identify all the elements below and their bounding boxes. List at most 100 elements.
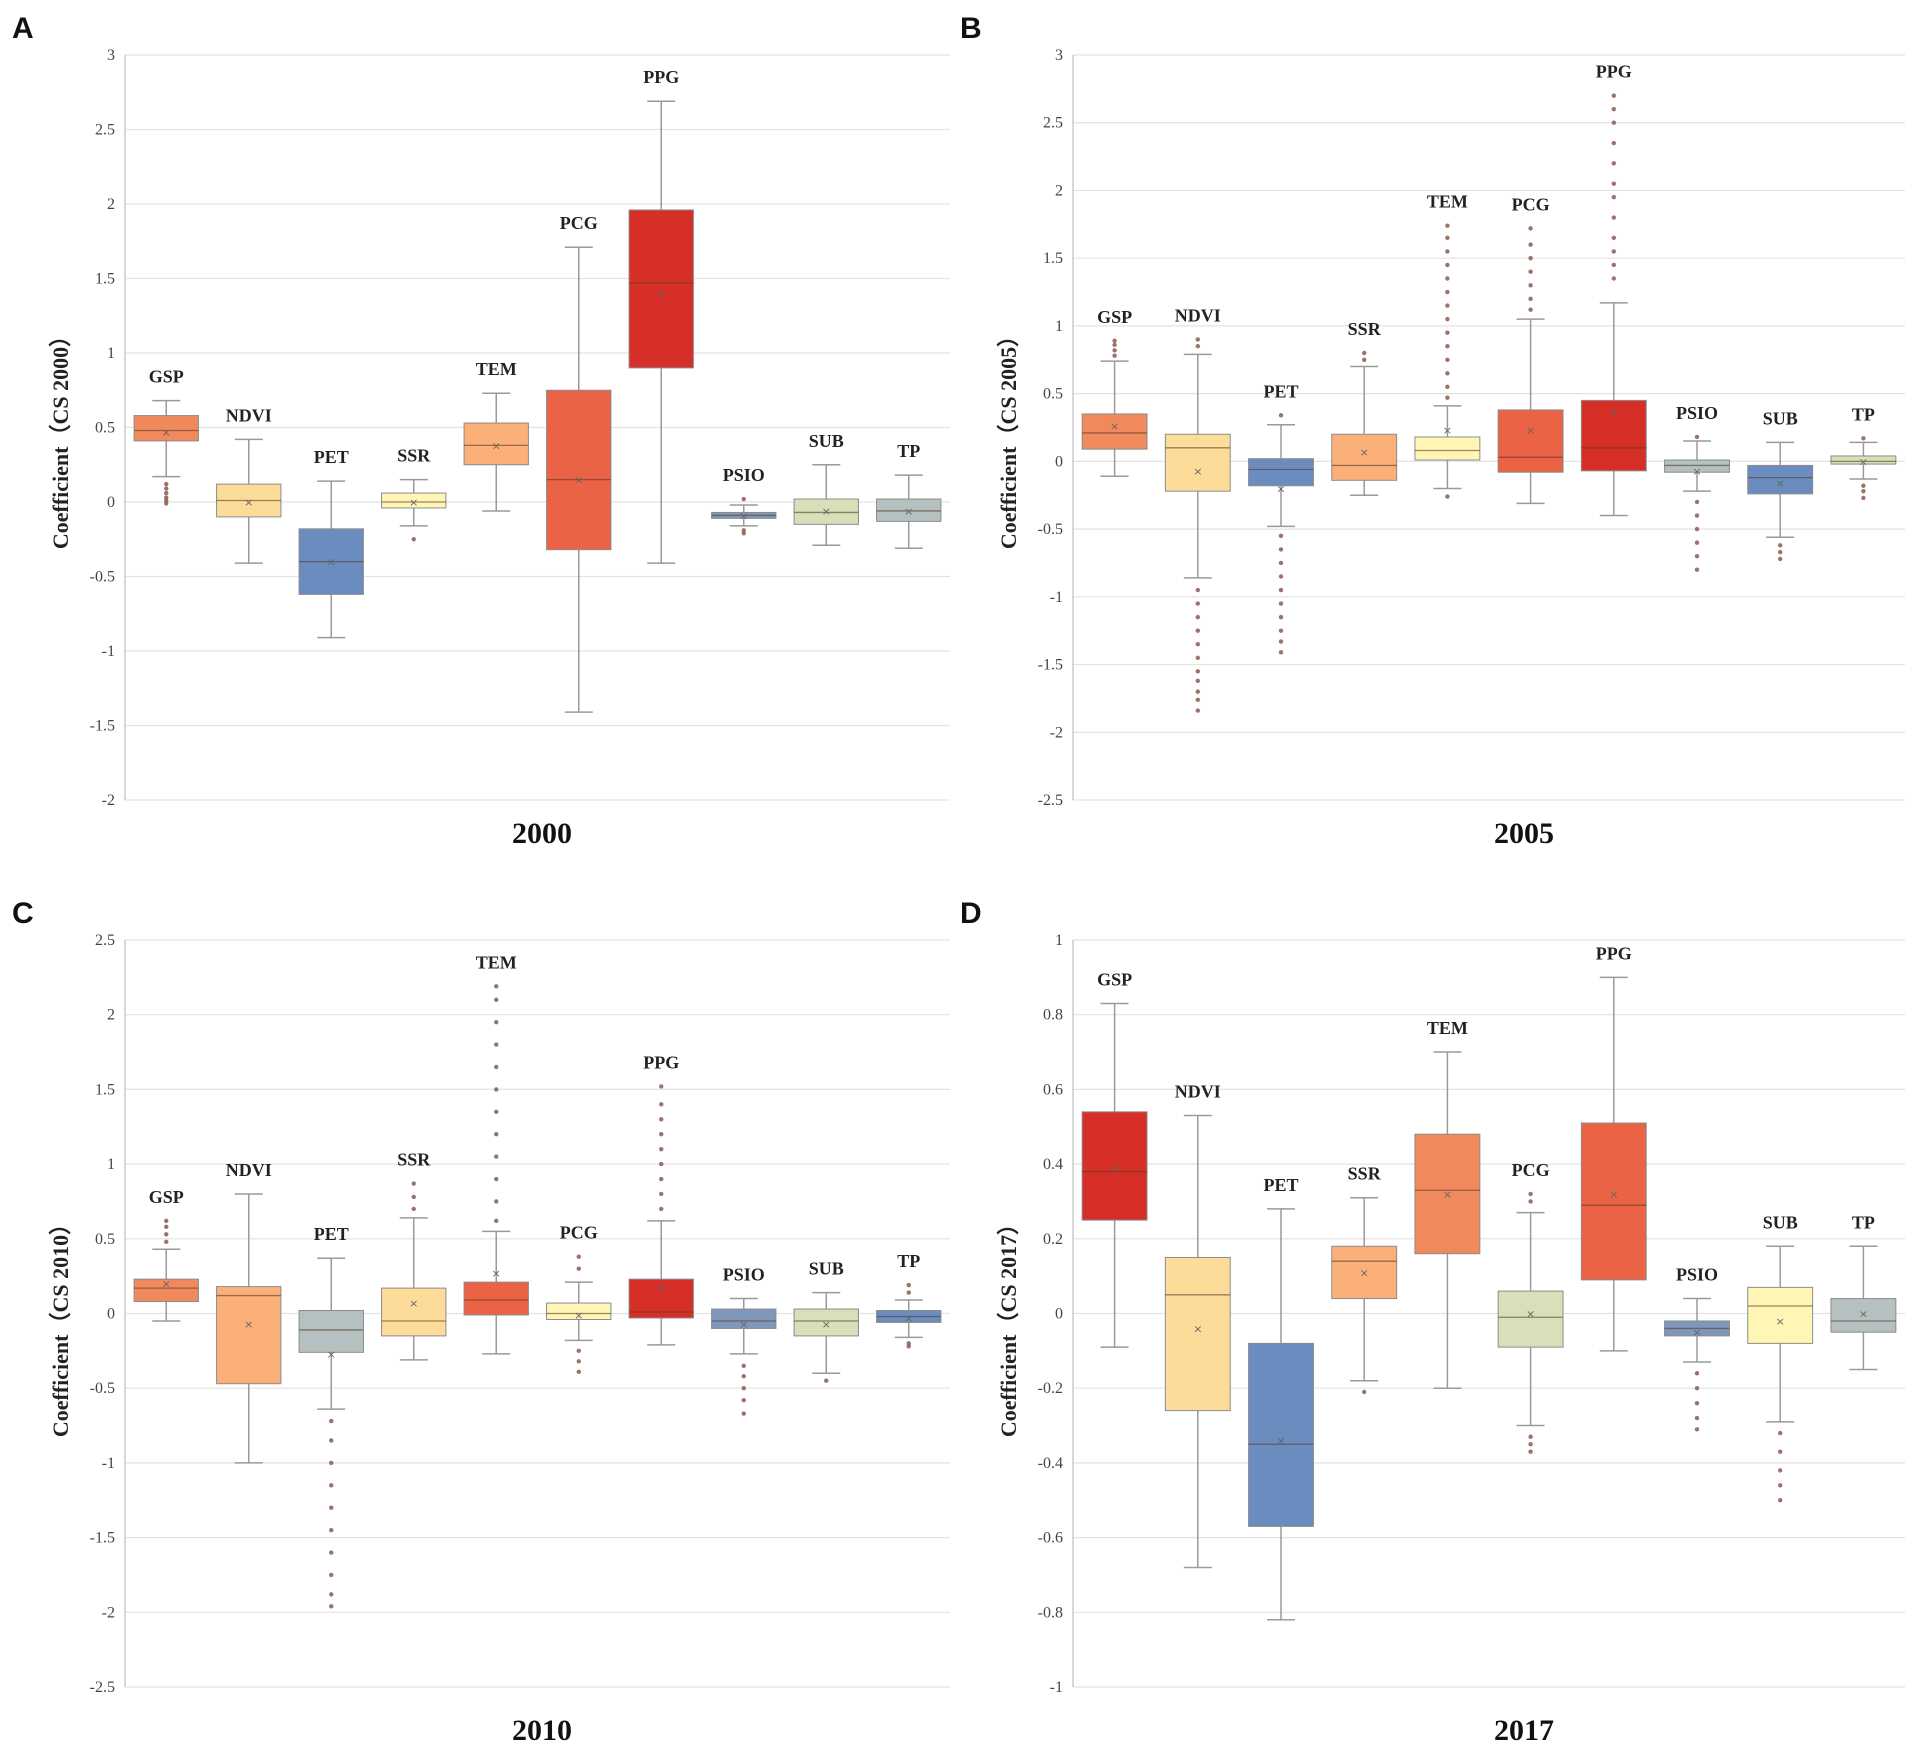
- outlier-point: [1778, 1430, 1783, 1436]
- box-sub: × SUB: [1747, 1212, 1814, 1503]
- box-ssr: × SSR: [381, 1150, 447, 1361]
- box-pet: × PET: [1248, 1175, 1314, 1621]
- mean-marker: ×: [1110, 1162, 1119, 1175]
- mean-marker: ×: [574, 1309, 583, 1322]
- panel-b: B Coefficient（CS 2005） 2005 -2.5 -2 -1.5 -1…: [960, 12, 1905, 850]
- y-tick-label: -2.5: [1038, 792, 1063, 809]
- outlier-point: [411, 537, 416, 542]
- mean-marker: ×: [1360, 1266, 1369, 1279]
- box-iqr: [1164, 1256, 1231, 1412]
- box-iqr: [381, 492, 447, 509]
- y-tick-label: -1: [1050, 589, 1063, 606]
- outlier-point: [329, 1438, 334, 1443]
- mean-marker: ×: [1692, 1326, 1701, 1339]
- outlier-point: [1694, 540, 1700, 545]
- outlier-point: [1778, 1498, 1783, 1503]
- outlier-point: [1445, 262, 1450, 268]
- mean-marker: ×: [822, 505, 831, 518]
- outlier-point: [164, 1224, 169, 1230]
- box-iqr: [1164, 433, 1231, 492]
- panel-letter: D: [960, 897, 982, 930]
- y-tick-label: -2: [102, 1604, 115, 1621]
- y-tick-label: 2: [107, 1007, 115, 1024]
- y-tick-label: -0.5: [90, 1380, 115, 1397]
- outlier-point: [494, 1218, 499, 1224]
- outlier-point: [329, 1505, 334, 1510]
- y-tick-label: -1: [102, 1455, 115, 1472]
- box-ndvi: × NDVI: [1164, 1082, 1231, 1569]
- box-label: SUB: [809, 1259, 844, 1279]
- outlier-point: [329, 1460, 334, 1466]
- outlier-point: [659, 1102, 664, 1107]
- box-label: SUB: [809, 431, 844, 451]
- outlier-point: [576, 1266, 581, 1271]
- outlier-point: [1195, 587, 1201, 593]
- outlier-point: [329, 1527, 334, 1533]
- y-tick-label: 0.2: [1043, 1231, 1063, 1248]
- outlier-point: [1278, 574, 1284, 579]
- x-axis-label: 2005: [1494, 817, 1554, 850]
- x-axis-label: 2010: [512, 1714, 572, 1746]
- y-tick-label: 1.5: [95, 1081, 115, 1098]
- y-tick-label: -1: [1050, 1679, 1063, 1696]
- outlier-point: [494, 1087, 499, 1092]
- box-ppg: × PPG: [1580, 943, 1647, 1352]
- box-label: PPG: [643, 1052, 679, 1072]
- outlier-point: [1195, 614, 1201, 620]
- box-iqr: [381, 1287, 447, 1337]
- outlier-point: [659, 1191, 664, 1197]
- y-tick-label: 2.5: [95, 932, 115, 949]
- x-axis-label: 2017: [1494, 1714, 1554, 1746]
- outlier-point: [1278, 639, 1284, 644]
- outlier-point: [576, 1369, 581, 1374]
- outlier-point: [1445, 330, 1450, 335]
- gridlines: [1073, 939, 1905, 1688]
- outlier-point: [741, 1411, 746, 1416]
- outlier-point: [164, 1239, 169, 1244]
- outlier-point: [1445, 384, 1450, 390]
- mean-marker: ×: [574, 474, 583, 487]
- outlier-point: [1528, 242, 1533, 247]
- box-iqr: [711, 1308, 777, 1329]
- box-iqr: [876, 498, 942, 522]
- outlier-point: [1694, 526, 1700, 532]
- outlier-point: [329, 1550, 334, 1555]
- y-axis-label: Coefficient（CS 2017）: [996, 1213, 1021, 1437]
- outlier-point: [741, 1374, 746, 1379]
- outlier-point: [659, 1146, 664, 1152]
- mean-marker: ×: [162, 1278, 171, 1291]
- box-label: PCG: [560, 213, 598, 233]
- outlier-point: [1112, 342, 1117, 348]
- box-label: GSP: [149, 367, 184, 387]
- outlier-point: [741, 1363, 746, 1368]
- outlier-point: [1195, 708, 1201, 713]
- outlier-point: [1611, 262, 1617, 268]
- box-ssr: × SSR: [1331, 1164, 1398, 1395]
- outlier-point: [1611, 276, 1617, 281]
- mean-marker: ×: [822, 1318, 831, 1331]
- box-label: TEM: [476, 359, 517, 379]
- mean-marker: ×: [327, 1348, 336, 1361]
- mean-marker: ×: [1360, 446, 1369, 459]
- y-tick-label: 2.5: [95, 122, 115, 139]
- outlier-point: [494, 1154, 499, 1159]
- outlier-point: [164, 501, 169, 506]
- box-label: TP: [897, 441, 920, 461]
- y-tick-label: 0: [1055, 453, 1063, 470]
- outlier-point: [659, 1117, 664, 1122]
- box-label: SUB: [1763, 408, 1798, 428]
- y-tick-label: 1.5: [1043, 250, 1063, 267]
- outlier-point: [906, 1344, 911, 1349]
- box-sub: × SUB: [1747, 408, 1814, 562]
- box-label: PET: [1263, 381, 1298, 401]
- box-iqr: [1081, 1111, 1148, 1221]
- box-ppg: × PPG: [628, 1052, 694, 1346]
- box-ppg: × PPG: [628, 67, 694, 564]
- outlier-point: [329, 1572, 334, 1578]
- outlier-point: [1195, 689, 1201, 694]
- outlier-point: [1694, 553, 1700, 559]
- y-axis-label: Coefficient（CS 2010）: [48, 1213, 73, 1437]
- mean-marker: ×: [739, 509, 748, 522]
- mean-marker: ×: [657, 287, 666, 300]
- box-label: GSP: [1097, 969, 1132, 989]
